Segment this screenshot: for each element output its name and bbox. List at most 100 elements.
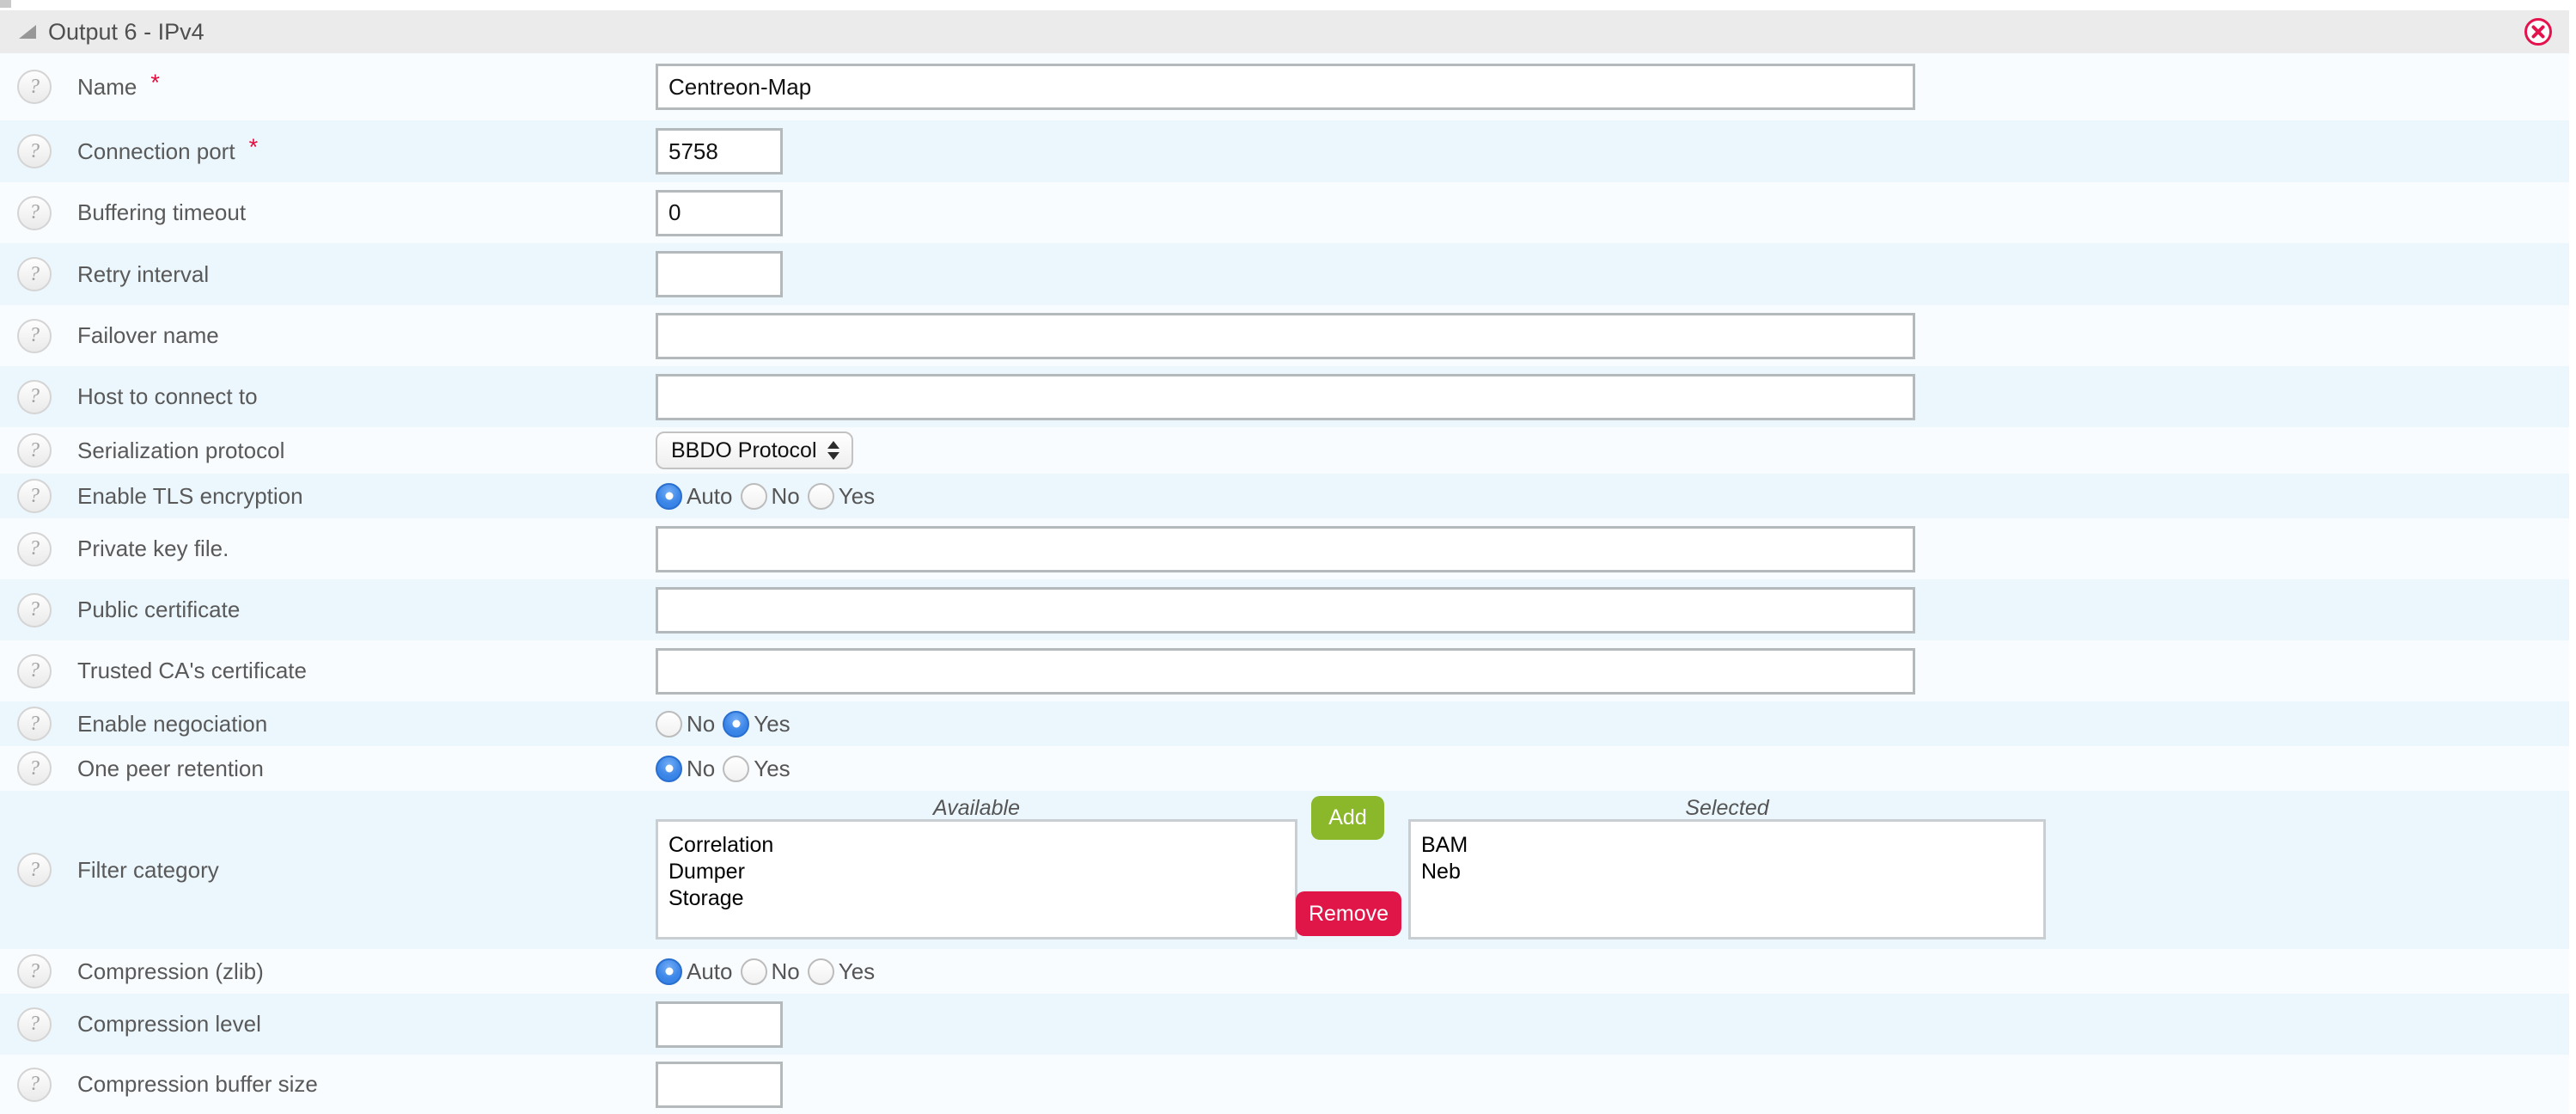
field-label: Compression (zlib): [77, 958, 264, 984]
form-row-host-to-connect: ? Host to connect to: [0, 366, 2569, 427]
help-icon[interactable]: ?: [17, 195, 52, 230]
field-label: Trusted CA's certificate: [77, 658, 307, 683]
tls-radio-no[interactable]: [740, 482, 767, 510]
connection-port-input[interactable]: [656, 128, 783, 174]
field-label-group: ? Compression buffer size: [0, 1067, 656, 1102]
help-icon[interactable]: ?: [17, 1007, 52, 1042]
radio-label: No: [687, 710, 716, 737]
failover-name-input[interactable]: [656, 312, 1915, 359]
radio-label: Auto: [687, 958, 733, 984]
one-peer-radio-no[interactable]: [656, 755, 682, 782]
required-asterisk: *: [248, 133, 259, 160]
field-label: Enable negociation: [77, 710, 268, 737]
remove-button[interactable]: Remove: [1296, 891, 1401, 936]
field-label-group: ? Private key file.: [0, 531, 656, 566]
radio-label: No: [771, 482, 800, 509]
one-peer-radio-yes[interactable]: [723, 755, 750, 782]
field-label-group: ? One peer retention: [0, 751, 656, 786]
available-listbox[interactable]: Correlation Dumper Storage: [656, 819, 1297, 940]
form-row-one-peer-retention: ? One peer retention No Yes: [0, 746, 2569, 791]
buffering-timeout-input[interactable]: [656, 189, 783, 236]
selected-listbox[interactable]: BAM Neb: [1408, 819, 2046, 940]
help-icon[interactable]: ?: [17, 1067, 52, 1102]
close-icon[interactable]: [2523, 16, 2554, 47]
previous-section-fragment: [0, 0, 11, 8]
compression-radio-group: Auto No Yes: [656, 949, 2569, 994]
compression-radio-auto[interactable]: [656, 958, 682, 985]
field-label-group: ? Filter category: [0, 853, 656, 887]
list-option[interactable]: Neb: [1421, 860, 1461, 884]
negociation-radio-no[interactable]: [656, 710, 682, 738]
compression-radio-no[interactable]: [740, 958, 767, 985]
help-icon[interactable]: ?: [17, 433, 52, 468]
help-icon[interactable]: ?: [17, 853, 52, 887]
help-icon[interactable]: ?: [17, 751, 52, 786]
help-icon[interactable]: ?: [17, 318, 52, 353]
field-label: Serialization protocol: [77, 437, 285, 463]
form-row-retry-interval: ? Retry interval: [0, 243, 2569, 305]
field-label-group: ? Name *: [0, 70, 656, 104]
help-icon[interactable]: ?: [17, 653, 52, 689]
form-row-enable-tls: ? Enable TLS encryption Auto No Yes: [0, 474, 2569, 518]
field-label: Retry interval: [77, 260, 210, 287]
help-icon[interactable]: ?: [17, 134, 52, 168]
trusted-ca-certificate-input[interactable]: [656, 647, 1915, 695]
field-label-group: ? Trusted CA's certificate: [0, 653, 656, 689]
compression-radio-yes[interactable]: [807, 958, 834, 985]
field-label: Buffering timeout: [77, 199, 247, 225]
negociation-radio-yes[interactable]: [723, 710, 750, 738]
form-row-connection-port: ? Connection port *: [0, 120, 2569, 182]
form-row-compression-level: ? Compression level: [0, 994, 2569, 1055]
host-to-connect-input[interactable]: [656, 373, 1915, 420]
collapse-triangle-icon[interactable]: [19, 25, 36, 39]
filter-category-duallist: Available Selected Correlation Dumper Stor…: [656, 791, 2052, 949]
select-arrows-icon: [827, 441, 839, 460]
public-certificate-input[interactable]: [656, 586, 1915, 634]
radio-label: No: [771, 958, 800, 984]
compression-buffer-size-input[interactable]: [656, 1061, 783, 1108]
help-icon[interactable]: ?: [17, 479, 52, 513]
form-row-serialization-protocol: ? Serialization protocol BBDO Protocol: [0, 427, 2569, 474]
output-section: Output 6 - IPv4 ? Name * ? Connection po…: [0, 10, 2569, 1114]
tls-radio-yes[interactable]: [807, 482, 834, 510]
help-icon[interactable]: ?: [17, 592, 52, 627]
negociation-radio-group: No Yes: [656, 701, 2569, 746]
section-title: Output 6 - IPv4: [48, 18, 204, 45]
help-icon[interactable]: ?: [17, 70, 52, 104]
required-asterisk: *: [150, 69, 160, 95]
available-label: Available: [932, 796, 1020, 820]
private-key-file-input[interactable]: [656, 525, 1915, 572]
help-icon[interactable]: ?: [17, 531, 52, 566]
tls-radio-auto[interactable]: [656, 482, 682, 510]
form-row-public-certificate: ? Public certificate: [0, 579, 2569, 640]
compression-level-input[interactable]: [656, 1001, 783, 1048]
retry-interval-input[interactable]: [656, 251, 783, 297]
radio-label: Yes: [754, 710, 791, 737]
section-header[interactable]: Output 6 - IPv4: [0, 10, 2569, 53]
radio-label: Yes: [754, 755, 791, 781]
field-label: Connection port: [77, 138, 235, 164]
field-label: Enable TLS encryption: [77, 482, 303, 509]
list-option[interactable]: Correlation: [668, 833, 774, 857]
help-icon[interactable]: ?: [17, 954, 52, 989]
radio-label: Yes: [838, 482, 876, 509]
help-icon[interactable]: ?: [17, 257, 52, 291]
form-row-buffering-timeout: ? Buffering timeout: [0, 182, 2569, 243]
form-row-enable-negociation: ? Enable negociation No Yes: [0, 701, 2569, 746]
field-label: Compression buffer size: [77, 1071, 318, 1097]
add-button[interactable]: Add: [1311, 796, 1384, 840]
field-label: One peer retention: [77, 755, 264, 781]
list-option[interactable]: BAM: [1421, 833, 1468, 857]
name-input[interactable]: [656, 64, 1915, 110]
serialization-protocol-select[interactable]: BBDO Protocol: [656, 432, 853, 469]
list-option[interactable]: Storage: [668, 886, 744, 910]
tls-radio-group: Auto No Yes: [656, 474, 2569, 518]
list-option[interactable]: Dumper: [668, 860, 745, 884]
help-icon[interactable]: ?: [17, 379, 52, 414]
form-row-private-key-file: ? Private key file.: [0, 518, 2569, 579]
one-peer-radio-group: No Yes: [656, 746, 2569, 791]
field-label-group: ? Connection port *: [0, 134, 656, 168]
help-icon[interactable]: ?: [17, 707, 52, 741]
field-label-group: ? Failover name: [0, 318, 656, 353]
select-value: BBDO Protocol: [671, 438, 817, 462]
